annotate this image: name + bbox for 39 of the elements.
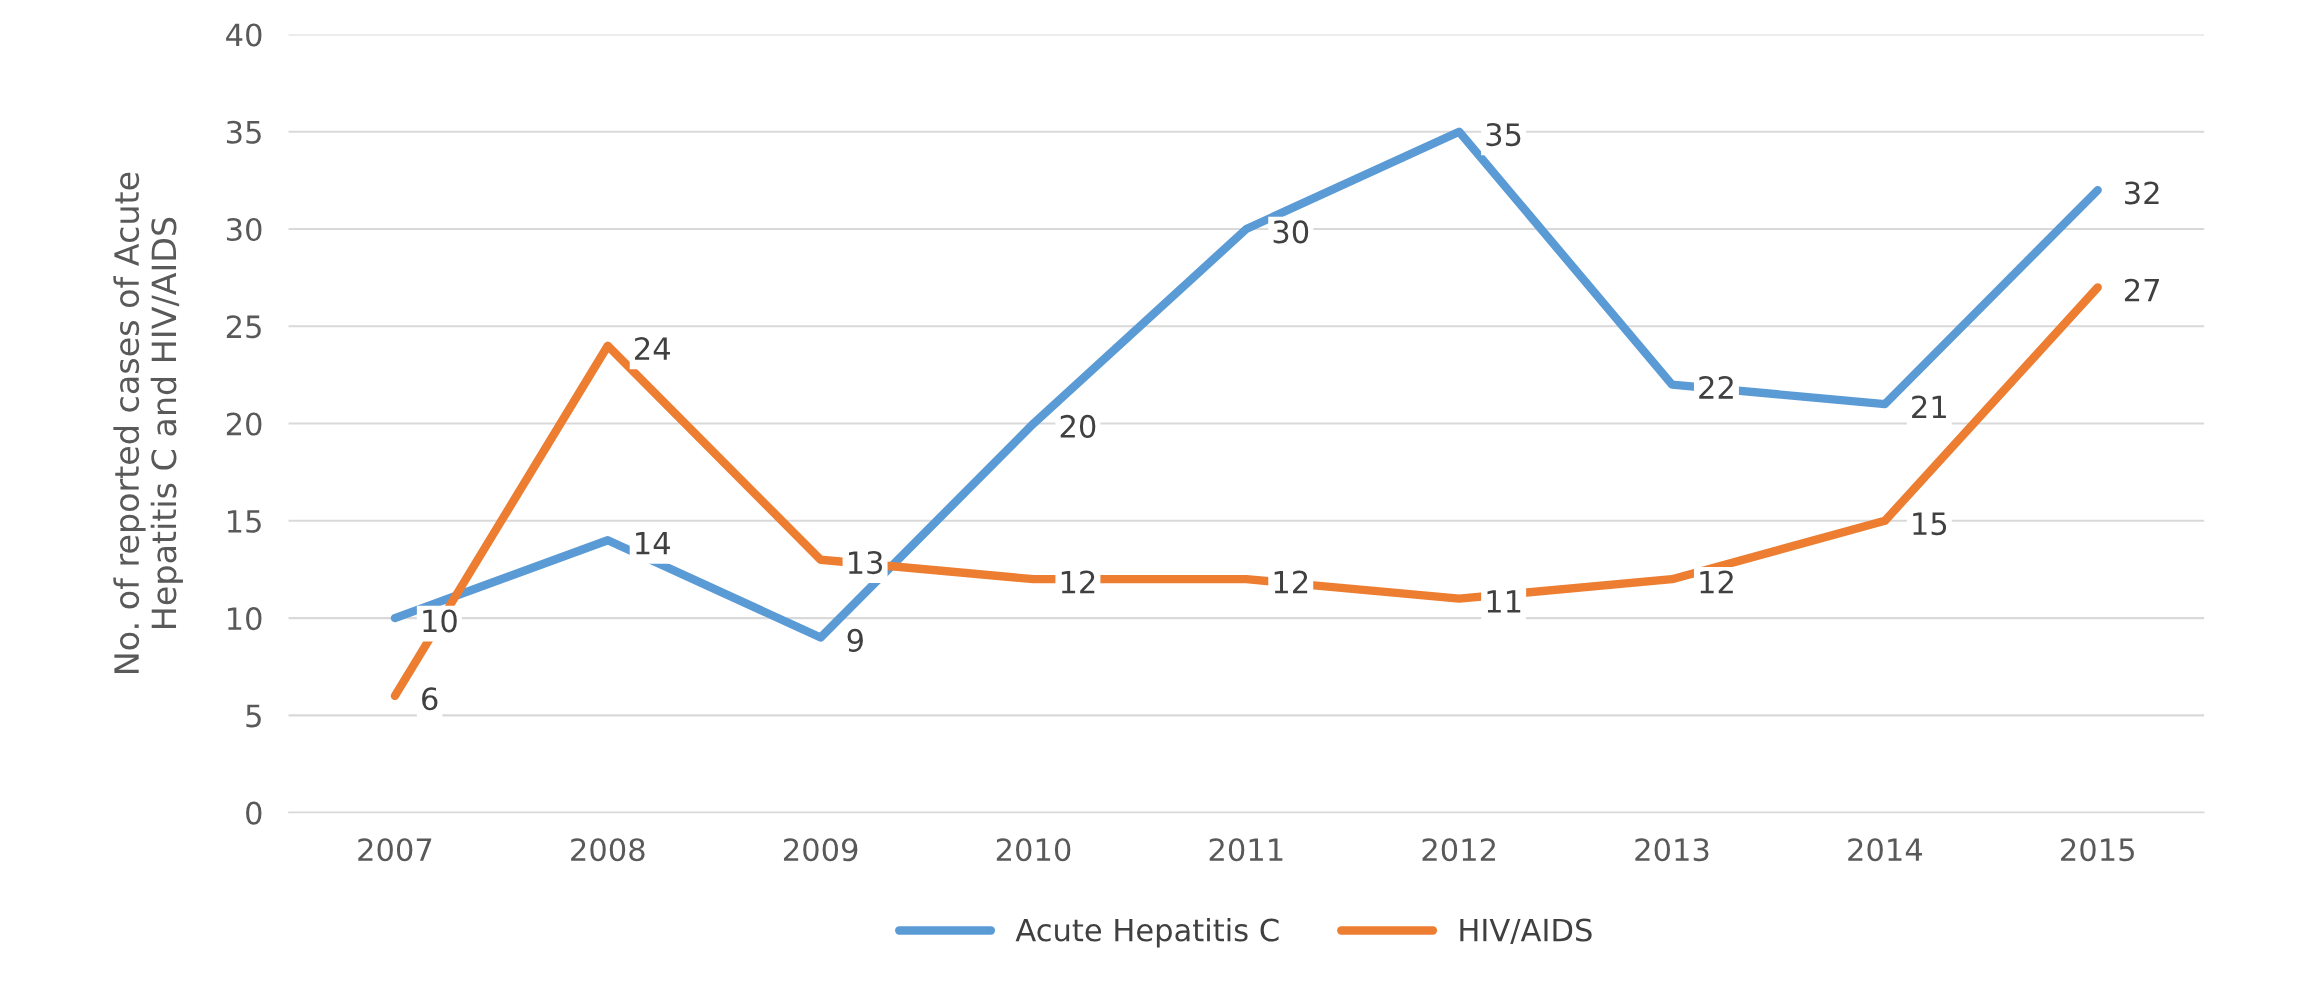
data-label: 30: [1273, 220, 1309, 244]
data-label: 14: [636, 531, 670, 555]
data-label: 32: [2125, 181, 2159, 205]
y-axis-title: No. of reported cases of Acute Hepatitis C and HIV/AIDS: [113, 172, 183, 673]
x-tick-label: 2011: [1209, 838, 1283, 862]
y-tick-label: 15: [227, 510, 261, 533]
y-tick-label: 25: [226, 315, 261, 339]
y-tick-label: 0: [246, 801, 262, 825]
x-tick-label: 2009: [783, 838, 858, 862]
data-label: 11: [1487, 590, 1521, 613]
data-label: 6: [422, 687, 438, 711]
data-label: 20: [1060, 414, 1096, 438]
x-tick-label: 2007: [358, 838, 432, 862]
x-tick-label: 2015: [2061, 838, 2134, 862]
x-tick-label: 2010: [996, 838, 1071, 862]
y-tick-label: 35: [226, 120, 261, 144]
data-label: 27: [2124, 278, 2159, 302]
data-label: 10: [423, 609, 457, 633]
y-tick-label: 30: [226, 217, 262, 242]
data-label: 22: [1699, 375, 1733, 399]
y-tick-label: 5: [246, 704, 261, 728]
y-tick-label: 10: [227, 607, 262, 631]
x-tick-label: 2013: [1635, 838, 1709, 862]
x-tick-label: 2014: [1848, 838, 1923, 862]
data-label: 13: [848, 551, 883, 575]
data-label: 12: [1274, 570, 1308, 594]
legend-label: HIV/AIDS: [1460, 918, 1592, 944]
data-label: 12: [1061, 570, 1095, 594]
data-label: 21: [1912, 395, 1946, 419]
data-label: 15: [1913, 512, 1947, 536]
data-label: 12: [1700, 570, 1733, 594]
data-label: 24: [635, 337, 670, 360]
x-tick-label: 2012: [1422, 838, 1495, 862]
y-tick-label: 40: [226, 23, 262, 47]
data-label: 9: [847, 628, 863, 652]
data-label: 35: [1486, 123, 1521, 147]
x-tick-label: 2008: [571, 838, 645, 862]
legend-label: Acute Hepatitis C: [1015, 917, 1279, 948]
y-tick-label: 20: [226, 412, 262, 436]
